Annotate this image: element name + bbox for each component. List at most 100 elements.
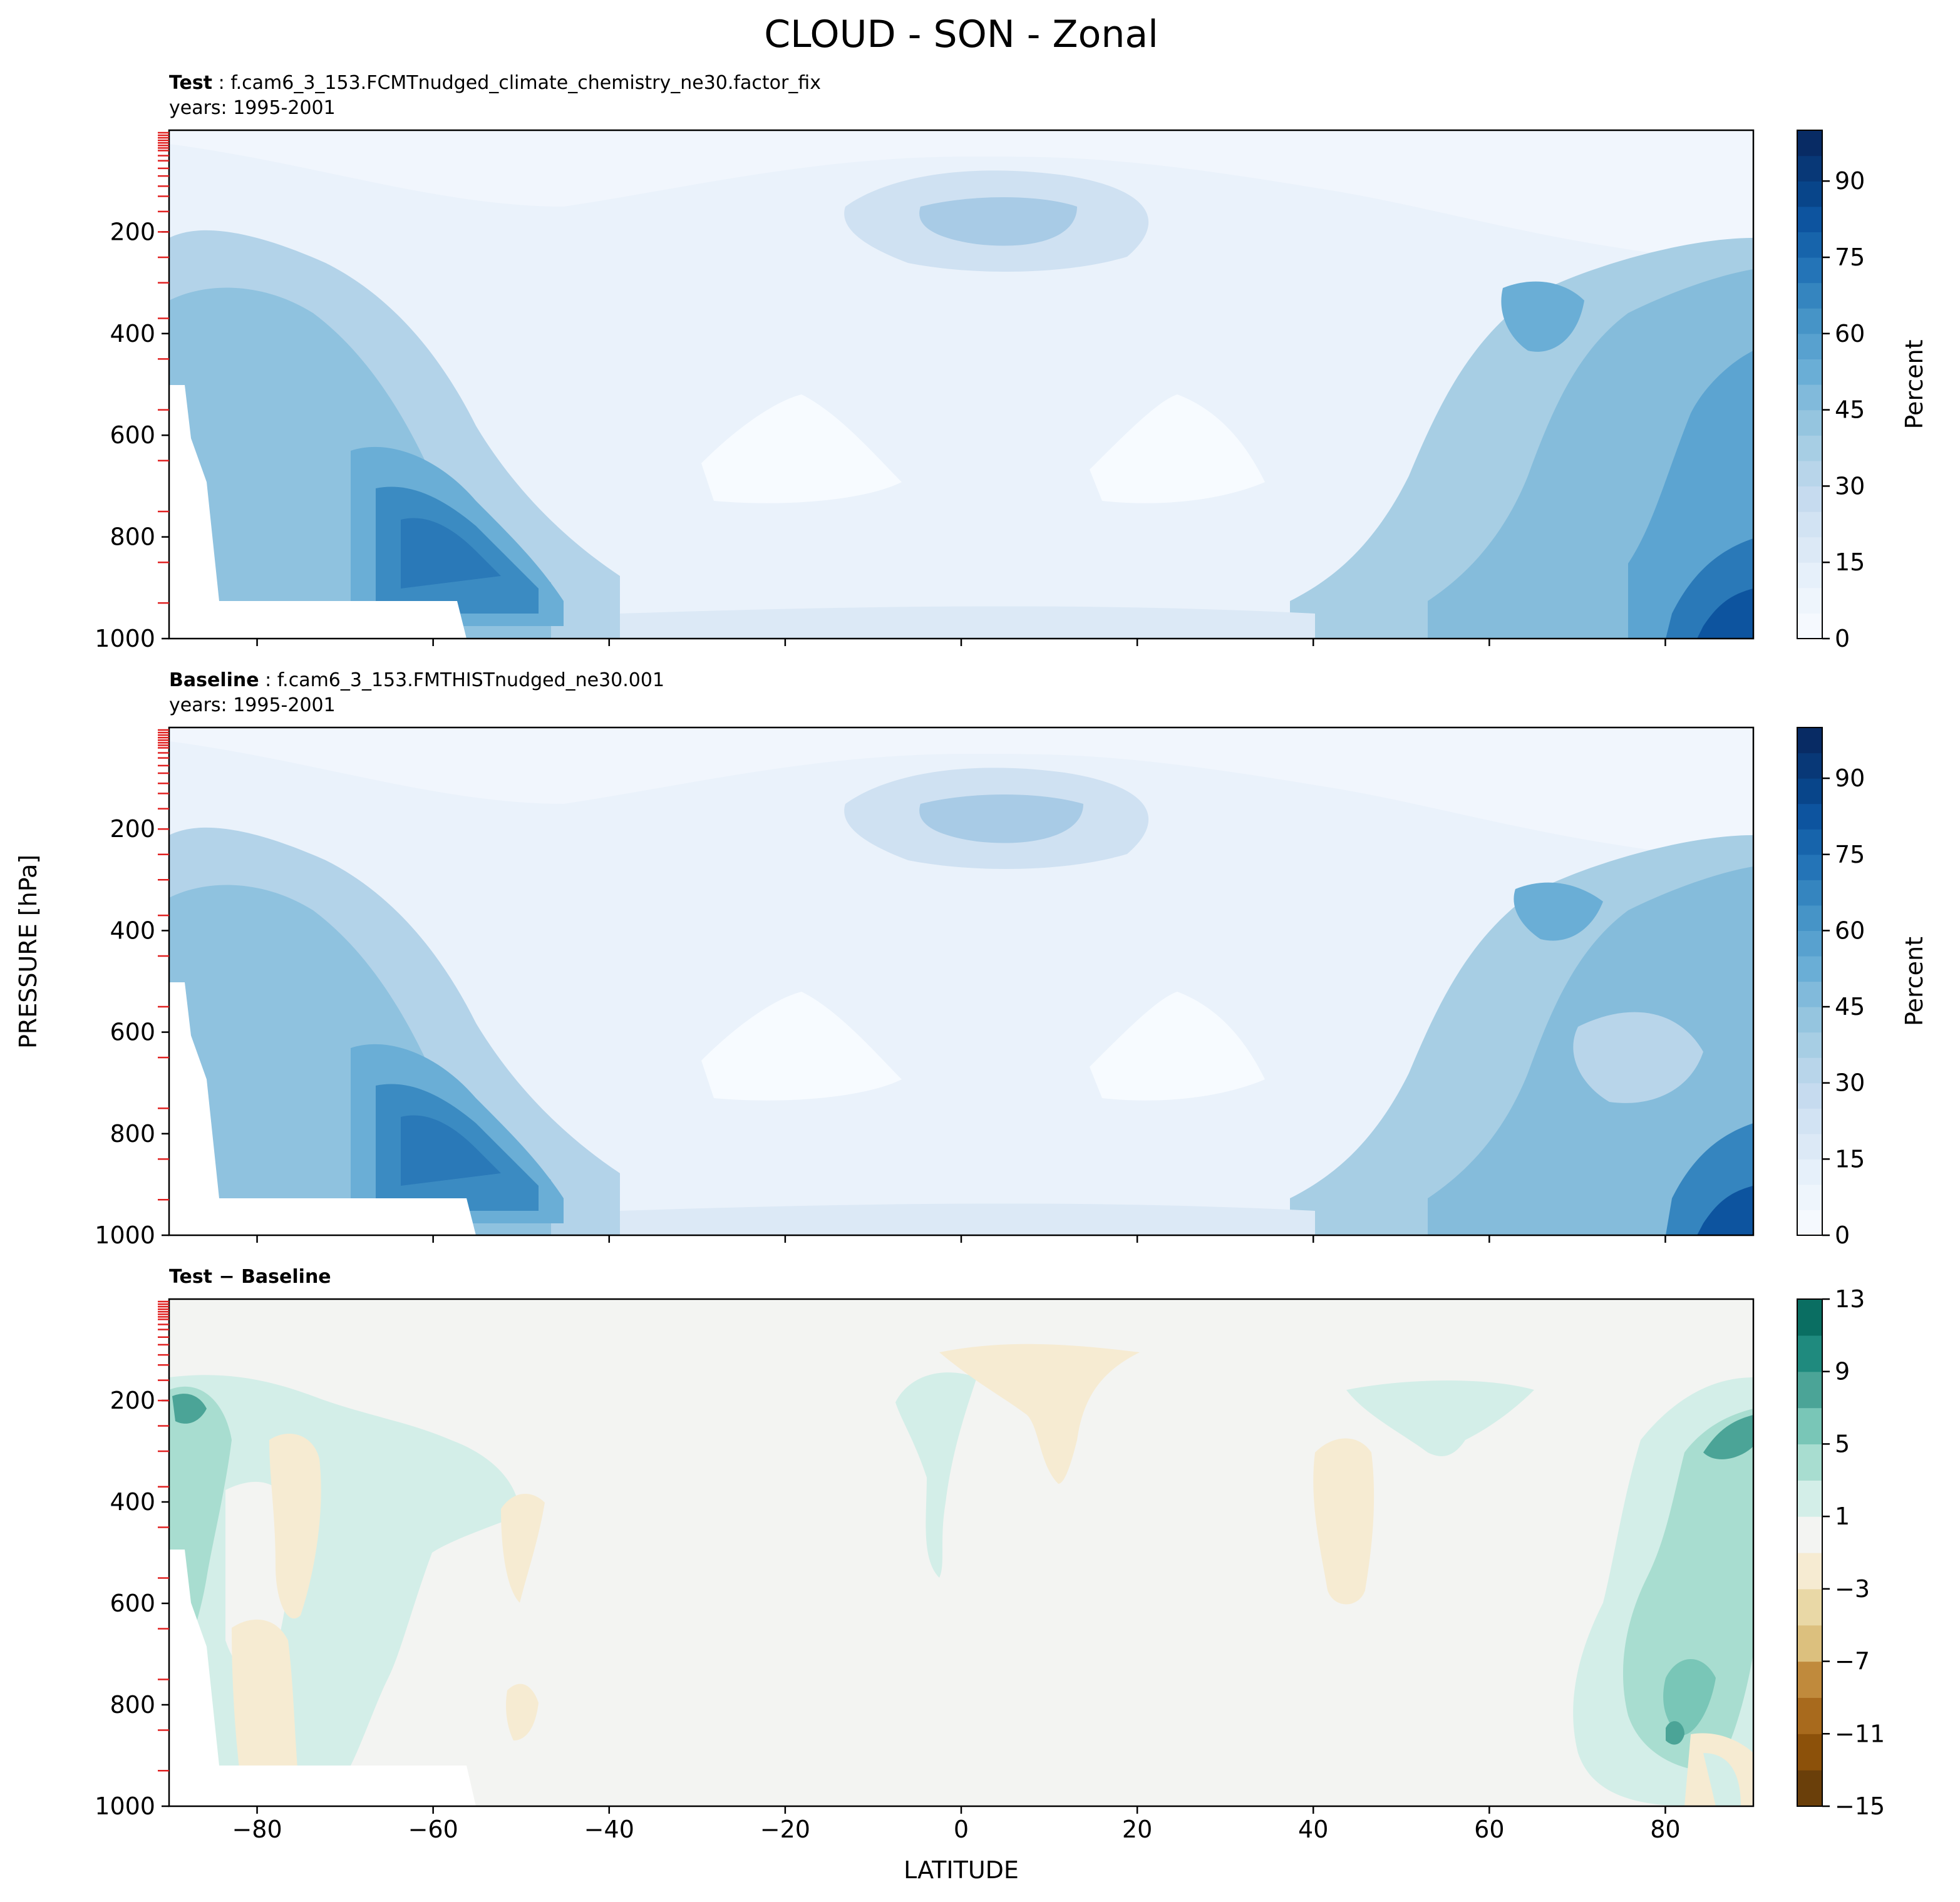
colorbar-segment <box>1797 409 1822 436</box>
colorbar-segment <box>1797 333 1822 359</box>
colorbar-tick-label: 60 <box>1835 917 1865 944</box>
colorbar-tick-label: 60 <box>1835 320 1865 347</box>
x-tick-label: −60 <box>408 1816 458 1843</box>
colorbar-segment <box>1797 727 1822 754</box>
colorbar-tick-label: 13 <box>1835 1285 1865 1313</box>
panel-diff-label-minus: − <box>212 1266 241 1288</box>
x-tick-label: 20 <box>1122 1816 1152 1843</box>
y-tick-label: 400 <box>110 320 155 347</box>
colorbar-segment <box>1797 955 1822 982</box>
colorbar-segment <box>1797 1108 1822 1134</box>
colorbar-segment <box>1797 1299 1822 1336</box>
colorbar-label: Percent <box>1901 937 1928 1026</box>
colorbar-segment <box>1797 155 1822 182</box>
figure-title: CLOUD - SON - Zonal <box>764 13 1158 56</box>
colorbar-segment <box>1797 930 1822 957</box>
colorbar-segment <box>1797 1159 1822 1185</box>
shared-x-label: LATITUDE <box>904 1856 1019 1884</box>
colorbar-tick-label: −7 <box>1835 1648 1870 1675</box>
colorbar-frame <box>1797 130 1823 639</box>
panel-test: Test : f.cam6_3_153.FCMTnudged_climate_c… <box>95 72 1928 652</box>
colorbar-segment <box>1797 1625 1822 1662</box>
colorbar-tick-label: 0 <box>1835 1221 1850 1249</box>
colorbar-segment <box>1797 282 1822 309</box>
colorbar-segment <box>1797 130 1822 157</box>
colorbar-tick-label: 30 <box>1835 472 1865 500</box>
colorbar-segment <box>1797 1007 1822 1033</box>
x-tick-label: 80 <box>1650 1816 1680 1843</box>
colorbar-tick-label: 45 <box>1835 396 1865 424</box>
colorbar-label: Percent <box>1901 340 1928 429</box>
colorbar-tick-label: −15 <box>1835 1792 1885 1820</box>
colorbar-segment <box>1797 206 1822 232</box>
colorbar-segment <box>1797 384 1822 411</box>
model-levels-test <box>158 131 169 604</box>
colorbar-segment <box>1797 1371 1822 1409</box>
shared-y-label: PRESSURE [hPa] <box>14 855 42 1049</box>
panel-test-label-bold: Test <box>169 72 212 94</box>
colorbar-segment <box>1797 511 1822 538</box>
colorbar-tick-label: 5 <box>1835 1430 1850 1457</box>
colorbar-tick-label: −3 <box>1835 1575 1870 1603</box>
x-tick-label: 0 <box>954 1816 969 1843</box>
y-tick-label: 200 <box>110 218 155 245</box>
colorbar-baseline: 0 15 30 45 60 75 90 Percent <box>1797 727 1928 1249</box>
panel-baseline-years: years: 1995-2001 <box>169 694 336 716</box>
panel-diff-label: Test − Baseline <box>169 1266 331 1288</box>
colorbar-segment <box>1797 1210 1822 1236</box>
colorbar-segment <box>1797 1444 1822 1481</box>
colorbar-segment <box>1797 181 1822 207</box>
colorbar-segment <box>1797 1032 1822 1058</box>
contour-field-diff <box>169 1299 1753 1806</box>
colorbar-tick-label: 15 <box>1835 1145 1865 1173</box>
y-tick-label: 200 <box>110 1387 155 1414</box>
y-tick-label: 800 <box>110 523 155 551</box>
panel-diff: Test − Baseline <box>95 1266 1885 1843</box>
colorbar-tick-label: 0 <box>1835 625 1850 652</box>
colorbar-segment <box>1797 1082 1822 1109</box>
colorbar-frame <box>1797 1298 1823 1807</box>
x-tick-label: 40 <box>1298 1816 1328 1843</box>
x-tick-label: −20 <box>760 1816 810 1843</box>
colorbar-segment <box>1797 435 1822 461</box>
colorbar-tick-label: 45 <box>1835 993 1865 1020</box>
colorbar-tick-label: 1 <box>1835 1503 1850 1530</box>
contour-field-test <box>169 130 1753 639</box>
panel-diff-label-b: Baseline <box>241 1266 331 1288</box>
colorbar-segment <box>1797 1697 1822 1734</box>
panel-test-label: Test : f.cam6_3_153.FCMTnudged_climate_c… <box>169 72 821 94</box>
colorbar-tick-label: 90 <box>1835 167 1865 195</box>
colorbar-segment <box>1797 778 1822 804</box>
y-tick-label: 800 <box>110 1120 155 1148</box>
y-axis-test: 200 400 600 800 1000 <box>95 218 169 652</box>
colorbar-segment <box>1797 1133 1822 1159</box>
panel-baseline: Baseline : f.cam6_3_153.FMTHISTnudged_ne… <box>95 669 1928 1249</box>
colorbar-segment <box>1797 854 1822 880</box>
y-axis-diff: 200 400 600 800 1000 <box>95 1387 169 1820</box>
colorbar-segment <box>1797 537 1822 563</box>
x-ticks-test <box>256 639 1666 646</box>
y-axis-baseline: 200 400 600 800 1000 <box>95 815 169 1249</box>
colorbar-segment <box>1797 1516 1822 1553</box>
colorbar-test: 0 15 30 45 60 75 90 Percent <box>1797 130 1928 652</box>
colorbar-segment <box>1797 880 1822 906</box>
model-levels-diff <box>158 1300 169 1772</box>
colorbar-tick-label: 15 <box>1835 548 1865 576</box>
colorbar-segment <box>1797 587 1822 614</box>
colorbar-segment <box>1797 613 1822 639</box>
colorbar-segment <box>1797 1184 1822 1211</box>
colorbar-segment <box>1797 1770 1822 1807</box>
colorbar-tick-label: 9 <box>1835 1358 1850 1385</box>
y-tick-label: 1000 <box>95 1221 155 1249</box>
panel-baseline-case: f.cam6_3_153.FMTHISTnudged_ne30.001 <box>277 669 664 691</box>
colorbar-diff: 13 9 5 1 −3 −7 −11 −15 <box>1797 1285 1885 1820</box>
y-tick-label: 400 <box>110 1488 155 1516</box>
y-tick-label: 800 <box>110 1691 155 1719</box>
colorbar-segment <box>1797 1057 1822 1084</box>
panel-baseline-label: Baseline : f.cam6_3_153.FMTHISTnudged_ne… <box>169 669 664 691</box>
x-tick-label: −80 <box>232 1816 282 1843</box>
colorbar-segment <box>1797 753 1822 779</box>
colorbar-segment <box>1797 308 1822 334</box>
colorbar-segment <box>1797 359 1822 385</box>
